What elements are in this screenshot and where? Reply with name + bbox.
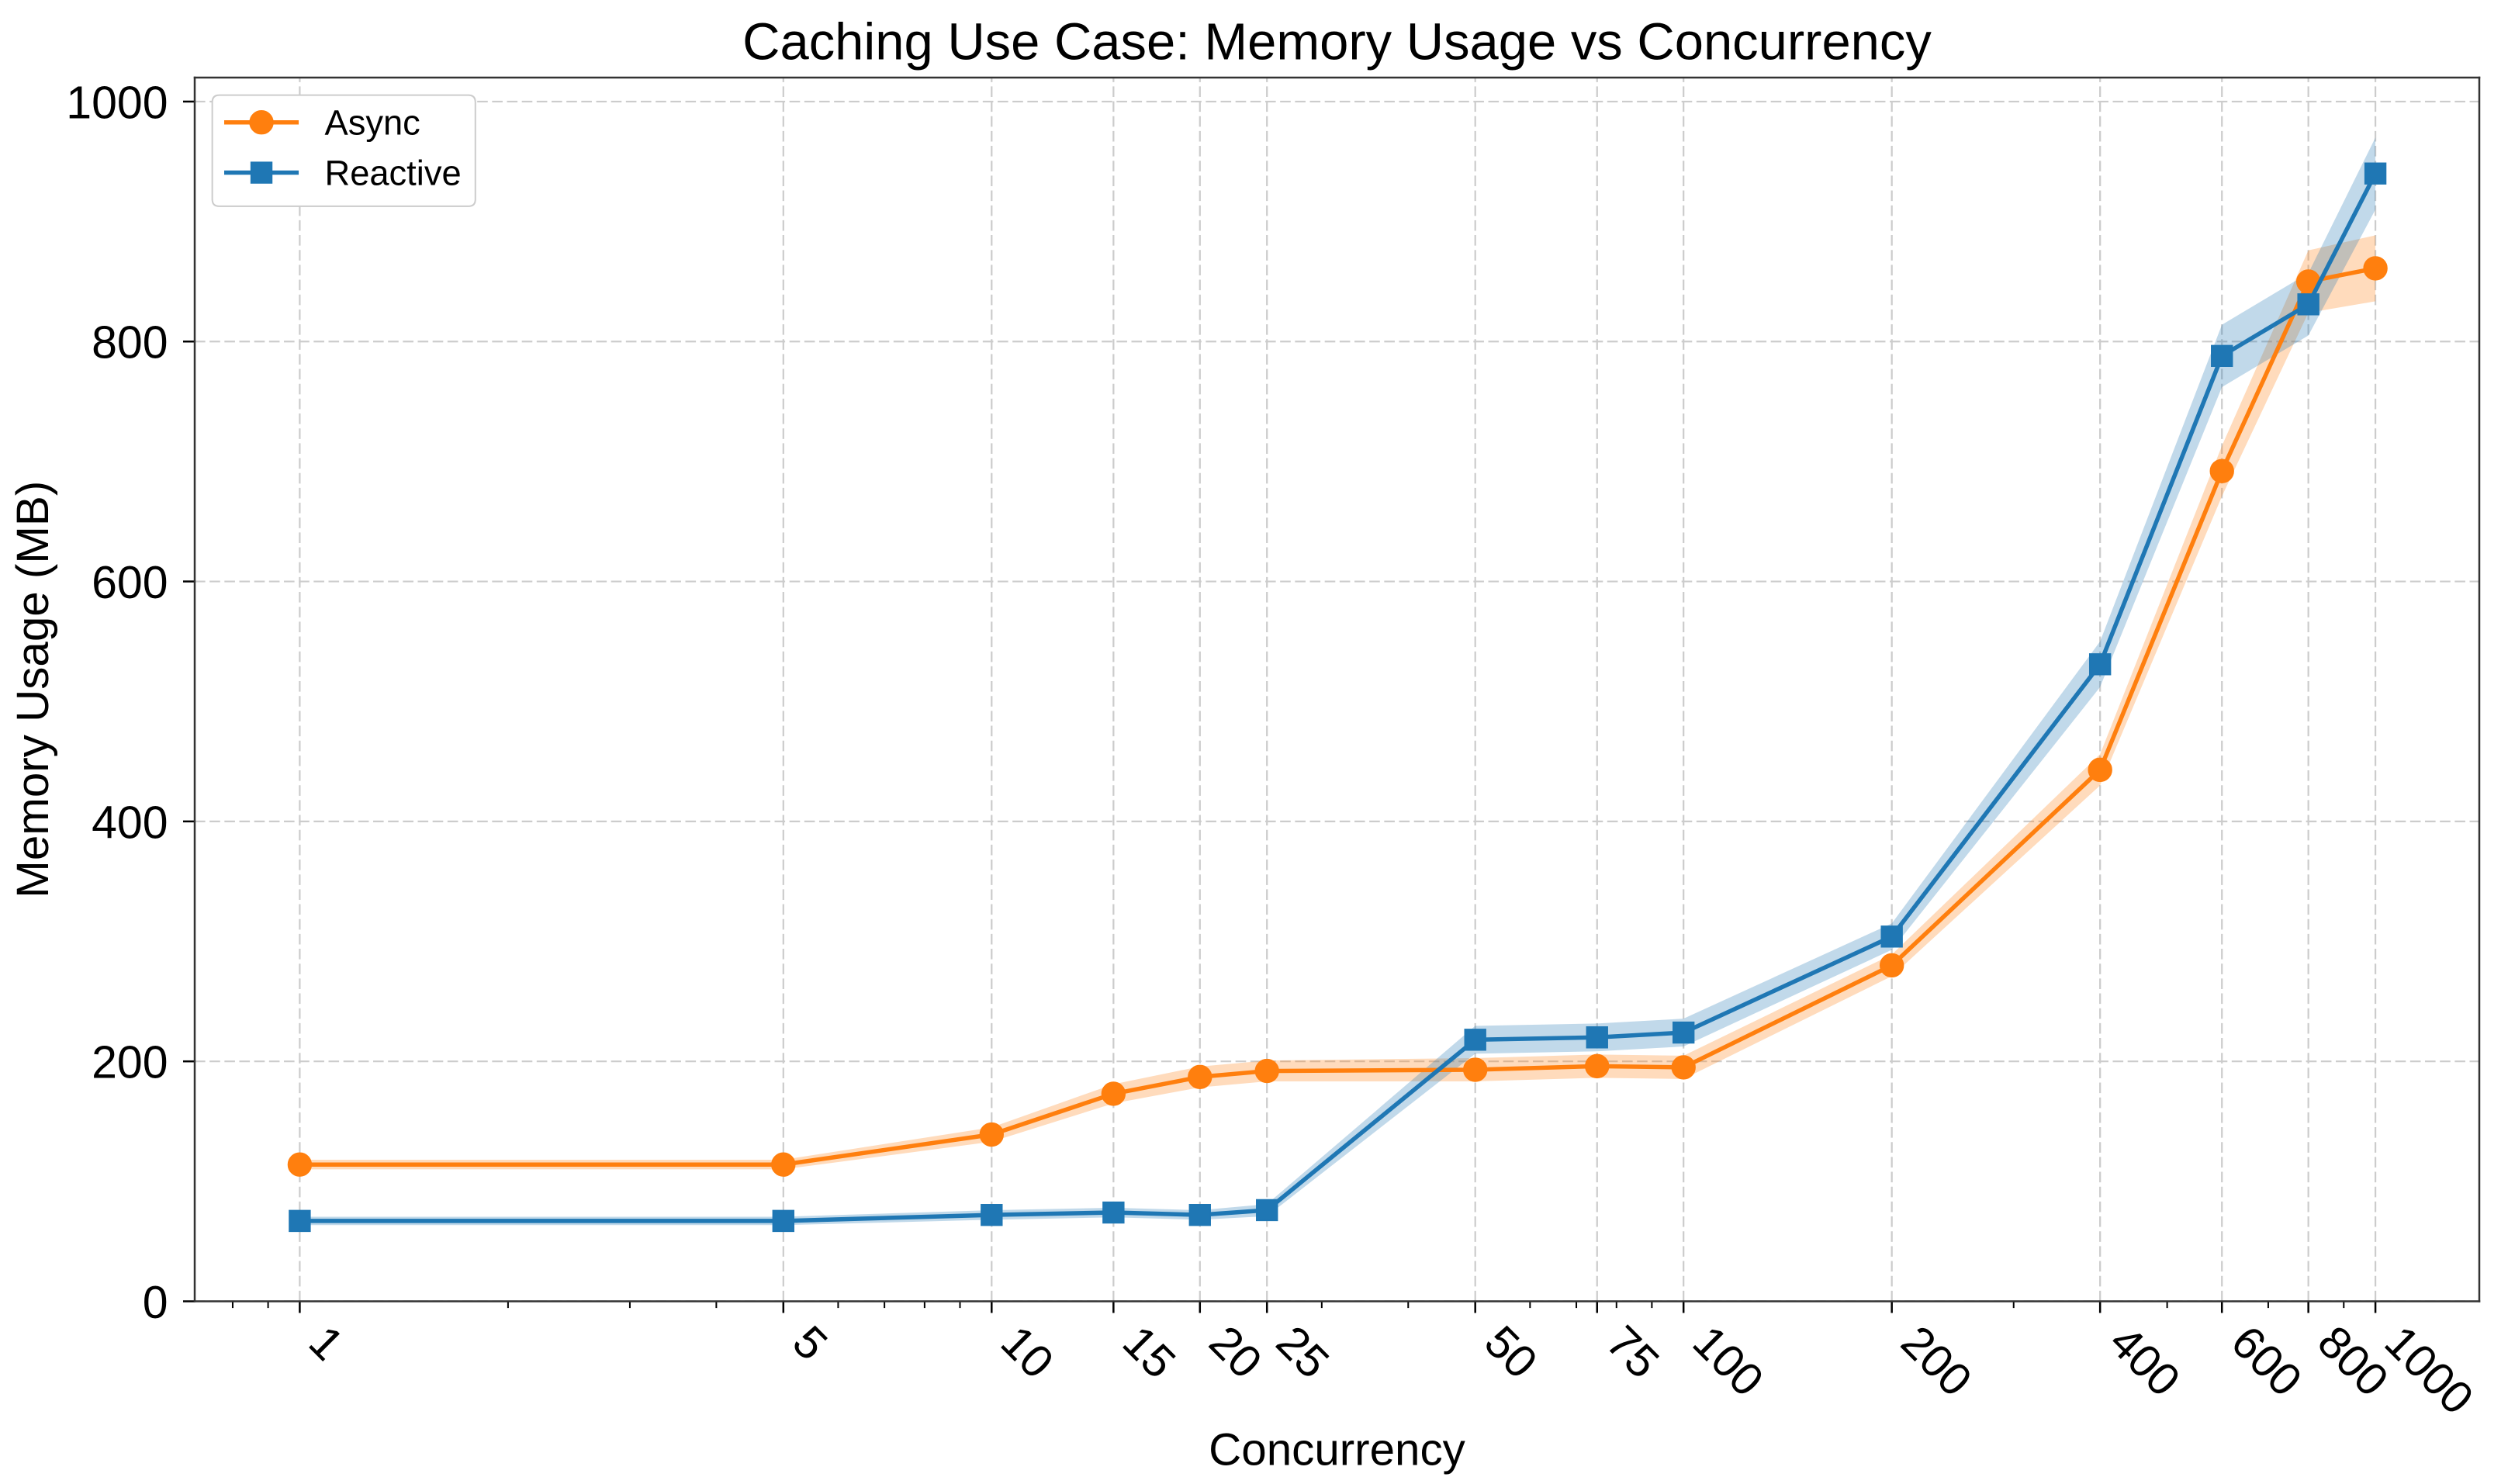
svg-text:Reactive: Reactive: [325, 153, 462, 192]
svg-text:0: 0: [143, 1277, 168, 1328]
svg-text:800: 800: [92, 317, 168, 368]
svg-text:600: 600: [92, 557, 168, 608]
svg-text:Concurrency: Concurrency: [1209, 1425, 1465, 1475]
svg-text:Memory Usage (MB): Memory Usage (MB): [8, 481, 58, 898]
svg-text:1000: 1000: [66, 77, 168, 128]
svg-text:400: 400: [92, 797, 168, 848]
svg-text:Caching Use Case: Memory Usage: Caching Use Case: Memory Usage vs Concur…: [742, 12, 1932, 71]
svg-text:200: 200: [92, 1037, 168, 1088]
svg-text:Async: Async: [325, 103, 420, 143]
